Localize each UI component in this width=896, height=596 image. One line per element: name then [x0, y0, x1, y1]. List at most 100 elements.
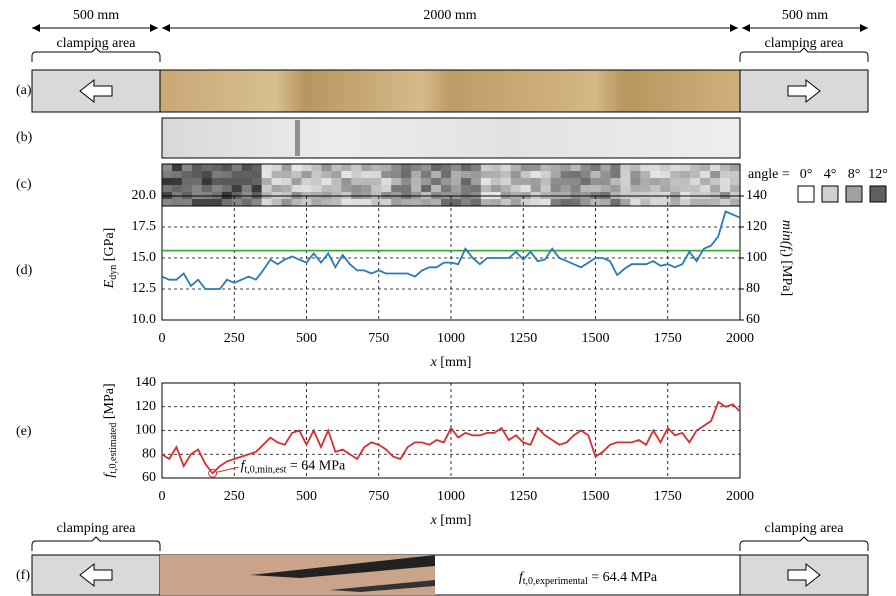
angle-cell [251, 164, 263, 172]
angle-cell [451, 178, 462, 186]
angle-cell [690, 171, 701, 179]
angle-cell [520, 199, 532, 207]
x-tick-label: 750 [368, 489, 389, 504]
angle-cell [431, 171, 442, 179]
angle-cell [720, 185, 731, 193]
angle-cell [560, 178, 572, 186]
angle-cell [570, 164, 582, 172]
angle-cell [341, 164, 352, 172]
angle-cell [560, 185, 572, 193]
angle-cell [640, 178, 651, 186]
angle-cell [281, 185, 293, 193]
angle-cell [580, 164, 592, 172]
angle-cell [211, 164, 223, 172]
specimen-b [161, 117, 741, 159]
angle-cell [321, 178, 332, 186]
angle-cell [730, 185, 741, 193]
angle-cell [640, 164, 651, 172]
angle-cell [162, 199, 173, 207]
angle-cell [560, 171, 572, 179]
angle-cell [690, 178, 701, 186]
angle-cell [451, 164, 462, 172]
angle-cell [311, 185, 322, 193]
angle-cell [231, 199, 243, 207]
angle-cell [441, 178, 452, 186]
angle-cell [241, 185, 253, 193]
angle-cell [700, 164, 711, 172]
angle-cell [311, 199, 322, 207]
label-part: = 64.4 MPa [588, 570, 658, 585]
angle-cell [580, 199, 592, 207]
angle-cell [251, 185, 263, 193]
angle-legend-label: angle = [748, 167, 790, 182]
angle-cell [211, 178, 223, 186]
angle-cell [650, 178, 661, 186]
dimensions [31, 24, 869, 551]
angle-cell [650, 164, 661, 172]
angle-cell [600, 164, 611, 172]
angle-cell [431, 178, 442, 186]
angle-cell [281, 164, 293, 172]
annotation-leader [216, 466, 239, 473]
angle-cell [301, 185, 312, 193]
angle-cell [271, 164, 283, 172]
angle-cell [381, 185, 392, 193]
x-tick-label: 1000 [437, 331, 465, 346]
angle-cell [441, 171, 452, 179]
angle-cell [181, 171, 193, 179]
angle-cell [560, 164, 572, 172]
angle-cell [540, 199, 552, 207]
angle-cell [640, 171, 651, 179]
angle-cell [480, 185, 492, 193]
angle-cell [361, 199, 372, 207]
angle-cell [680, 185, 691, 193]
angle-cell [540, 185, 552, 193]
angle-cell [590, 178, 601, 186]
y2-tick-label: 80 [746, 281, 760, 296]
angle-cell [650, 171, 661, 179]
angle-cell [162, 178, 173, 186]
y2-tick-label: 140 [746, 188, 767, 203]
angle-cell [580, 185, 592, 193]
angle-cell [530, 171, 542, 179]
angle-cell [660, 185, 671, 193]
angle-cell [720, 171, 731, 179]
angle-cell [451, 199, 462, 207]
angle-cell [331, 199, 342, 207]
angle-cell [630, 178, 641, 186]
angle-cell [301, 178, 312, 186]
x-tick-label: 0 [159, 489, 166, 504]
angle-cell [401, 164, 412, 172]
angle-cell [630, 171, 641, 179]
y-tick-label: 60 [142, 470, 156, 485]
angle-cell [460, 171, 472, 179]
data-line [161, 400, 741, 475]
angle-cell [470, 199, 482, 207]
angle-cell [391, 171, 402, 179]
angle-cell [162, 164, 173, 172]
label-part: t,0,estimated [108, 423, 119, 474]
angle-cell [191, 178, 203, 186]
angle-cell [341, 178, 352, 186]
label-part: t,0,experimental [523, 576, 588, 587]
angle-cell [610, 199, 621, 207]
label-part: x [430, 355, 438, 370]
x-tick-label: 1250 [509, 489, 537, 504]
angle-cell [291, 171, 303, 179]
angle-cell [311, 178, 322, 186]
angle-cell [361, 171, 372, 179]
angle-cell [570, 178, 582, 186]
angle-cell [391, 185, 402, 193]
x-tick-label: 1500 [582, 489, 610, 504]
angle-cell [381, 164, 392, 172]
axis-label: x [mm] [430, 513, 472, 528]
angle-cell [460, 185, 472, 193]
angle-cell [331, 164, 342, 172]
angle-map-frame [161, 163, 741, 207]
angle-cell [710, 185, 721, 193]
axis-label: x [mm] [430, 355, 472, 370]
angle-cell [570, 171, 582, 179]
angle-cell [331, 178, 342, 186]
angle-cell [271, 171, 283, 179]
angle-cell [181, 164, 193, 172]
